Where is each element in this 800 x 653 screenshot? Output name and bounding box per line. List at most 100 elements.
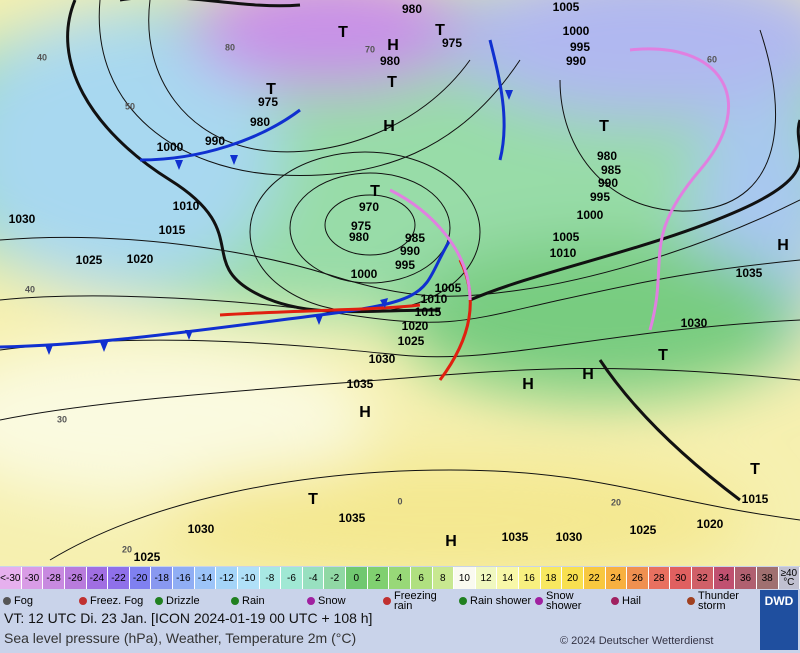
pressure-label: 1005 bbox=[553, 230, 580, 244]
pressure-label: 990 bbox=[400, 244, 420, 258]
scale-cell: 8 bbox=[432, 567, 455, 589]
scale-cell: -26 bbox=[64, 567, 87, 589]
pressure-label: 1030 bbox=[681, 316, 708, 330]
legend-item: Rain shower bbox=[456, 590, 532, 612]
pressure-center: H bbox=[445, 533, 457, 550]
isotherm-label: 80 bbox=[225, 42, 235, 52]
pressure-label: 980 bbox=[597, 149, 617, 163]
pressure-center: H bbox=[387, 37, 399, 54]
pressure-label: 990 bbox=[598, 176, 618, 190]
isotherm-label: 60 bbox=[707, 54, 717, 64]
pressure-center: H bbox=[777, 237, 789, 254]
pressure-label: 975 bbox=[351, 219, 371, 233]
scale-cell: 0 bbox=[346, 567, 368, 589]
temperature-field bbox=[0, 0, 800, 566]
pressure-label: 1030 bbox=[9, 212, 36, 226]
dwd-logo: DWD bbox=[760, 590, 798, 650]
pressure-label: 990 bbox=[566, 54, 586, 68]
isotherm-label: 0 bbox=[397, 496, 402, 506]
pressure-label: 1035 bbox=[736, 266, 763, 280]
scale-cell: 12 bbox=[475, 567, 498, 589]
scale-cell: -16 bbox=[173, 567, 195, 589]
pressure-label: 995 bbox=[570, 40, 590, 54]
scale-cell: 18 bbox=[540, 567, 563, 589]
pressure-label: 1015 bbox=[415, 305, 442, 319]
isotherm-label: 20 bbox=[122, 544, 132, 554]
pressure-center: T bbox=[750, 461, 760, 478]
scale-cell: 22 bbox=[583, 567, 606, 589]
pressure-label: 980 bbox=[250, 115, 270, 129]
pressure-center: T bbox=[266, 81, 276, 98]
pressure-center: T bbox=[387, 74, 397, 91]
pressure-label: 970 bbox=[359, 200, 379, 214]
pressure-label: 1000 bbox=[577, 208, 604, 222]
scale-cell: 4 bbox=[389, 567, 411, 589]
legend-item: Thunder storm bbox=[684, 590, 760, 612]
scale-cell: 16 bbox=[519, 567, 541, 589]
pressure-label: 995 bbox=[395, 258, 415, 272]
scale-cell: 2 bbox=[367, 567, 390, 589]
scale-cell: -22 bbox=[108, 567, 130, 589]
scale-cell: <-30 bbox=[0, 567, 22, 589]
legend-item: Fog bbox=[0, 590, 76, 612]
pressure-label: 1025 bbox=[630, 523, 657, 537]
description: Sea level pressure (hPa), Weather, Tempe… bbox=[4, 630, 357, 646]
fronts bbox=[0, 39, 730, 381]
pressure-center: H bbox=[582, 366, 594, 383]
isotherm-label: 40 bbox=[25, 284, 35, 294]
legend-item: Rain bbox=[228, 590, 304, 612]
scale-cell: 24 bbox=[605, 567, 628, 589]
legend-item: Hail bbox=[608, 590, 684, 612]
pressure-label: 1030 bbox=[188, 522, 215, 536]
pressure-center: T bbox=[435, 22, 445, 39]
weather-map: 980 1005975100099599098097598099010001010… bbox=[0, 0, 800, 566]
scale-cell: 32 bbox=[692, 567, 714, 589]
pressure-label: 1020 bbox=[402, 319, 429, 333]
pressure-label: 1025 bbox=[76, 253, 103, 267]
legend-item: Freezing rain bbox=[380, 590, 456, 612]
pressure-label: 980 bbox=[402, 2, 422, 16]
pressure-label: 1025 bbox=[398, 334, 425, 348]
scale-cell: -2 bbox=[324, 567, 346, 589]
pressure-label: 1035 bbox=[502, 530, 529, 544]
pressure-label: 1035 bbox=[347, 377, 374, 391]
pressure-label: 1010 bbox=[421, 292, 448, 306]
pressure-center: T bbox=[370, 183, 380, 200]
scale-cell: -30 bbox=[21, 567, 44, 589]
pressure-label: 1005 bbox=[553, 0, 580, 14]
pressure-label: 980 bbox=[349, 230, 369, 244]
isotherm-label: 70 bbox=[365, 44, 375, 54]
logo-text: DWD bbox=[764, 594, 794, 608]
pressure-label: 990 bbox=[205, 134, 225, 148]
pressure-label: 985 bbox=[405, 231, 425, 245]
legend-item: Snow shower bbox=[532, 590, 608, 612]
pressure-center: T bbox=[599, 118, 609, 135]
pressure-center: H bbox=[359, 404, 371, 421]
valid-time: VT: 12 UTC Di. 23 Jan. [ICON 2024-01-19 … bbox=[4, 610, 373, 626]
scale-cell: 10 bbox=[454, 567, 476, 589]
scale-cell: -8 bbox=[259, 567, 282, 589]
scale-cell: 6 bbox=[410, 567, 433, 589]
temperature-scale: <-30 -30 -28 -26 -24 -22 -20 -18 -16 -14 -12 -10 -8-… bbox=[0, 567, 800, 589]
pressure-label: 980 bbox=[380, 54, 400, 68]
scale-cell: -6 bbox=[281, 567, 303, 589]
scale-cell: 34 bbox=[713, 567, 736, 589]
pressure-label: 1005 bbox=[435, 281, 462, 295]
pressure-center: T bbox=[308, 491, 318, 508]
scale-cell: 20 bbox=[562, 567, 584, 589]
scale-cell: -28 bbox=[43, 567, 65, 589]
scale-cell: -10 bbox=[237, 567, 260, 589]
pressure-center: H bbox=[383, 118, 395, 135]
pressure-label: 995 bbox=[590, 190, 610, 204]
pressure-label: 975 bbox=[442, 36, 462, 50]
pressure-center: H bbox=[522, 376, 534, 393]
pressure-center: T bbox=[658, 347, 668, 364]
pressure-label: 1000 bbox=[351, 267, 378, 281]
pressure-label: 1015 bbox=[159, 223, 186, 237]
legend-item: Drizzle bbox=[152, 590, 228, 612]
pressure-label: 1035 bbox=[339, 511, 366, 525]
weather-legend: Fog Freez. Fog Drizzle Rain Snow Freezing rai… bbox=[0, 590, 760, 612]
scale-cell: 36 bbox=[735, 567, 757, 589]
pressure-label: 1015 bbox=[742, 492, 769, 506]
